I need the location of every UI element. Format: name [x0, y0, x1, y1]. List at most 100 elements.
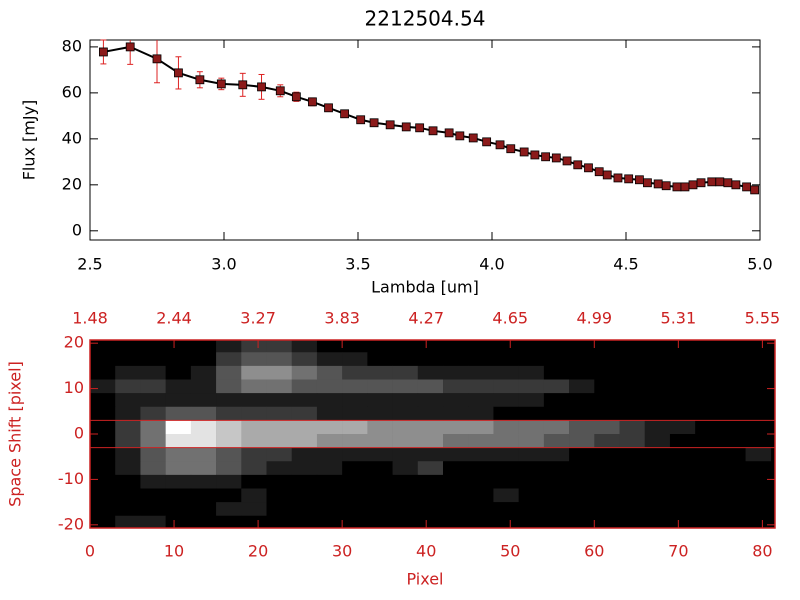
marker — [216, 79, 226, 89]
image-cell — [543, 420, 570, 435]
image-cell — [392, 488, 419, 503]
image-cell — [417, 393, 444, 408]
image-cell — [241, 379, 267, 394]
image-cell — [266, 461, 293, 476]
image-cell — [216, 379, 242, 394]
image-cell — [342, 474, 368, 489]
marker — [428, 126, 438, 136]
image-cell — [417, 474, 444, 489]
image-cell — [493, 461, 519, 476]
image-cell — [90, 352, 116, 367]
marker — [291, 92, 301, 102]
image-cell — [644, 434, 671, 448]
marker — [530, 150, 540, 160]
image-cell — [619, 406, 646, 421]
image-cell — [443, 406, 469, 421]
image-cell — [165, 352, 192, 367]
image-cell — [216, 420, 242, 435]
image-cell — [518, 502, 545, 517]
image-cell — [518, 420, 545, 435]
image-cell — [165, 474, 192, 489]
image-cell — [291, 461, 318, 476]
image-cell — [493, 434, 519, 448]
image-cell — [518, 393, 545, 408]
marker — [635, 175, 644, 185]
image-cell — [669, 379, 696, 394]
image-cell — [443, 365, 469, 380]
image-cell — [695, 502, 721, 517]
image-cell — [443, 393, 469, 408]
marker — [594, 167, 604, 177]
image-cell — [644, 393, 671, 408]
marker — [324, 103, 333, 113]
x2-tick-label: 2.44 — [156, 309, 192, 328]
image-cell — [316, 434, 343, 448]
image-cell — [241, 461, 267, 476]
image-cell — [720, 420, 746, 435]
image-cell — [165, 393, 192, 408]
image-cell — [190, 420, 217, 435]
y-tick-label: -20 — [58, 514, 84, 533]
marker — [551, 153, 561, 163]
image-cell — [115, 365, 141, 380]
marker — [696, 178, 706, 188]
image-cell — [594, 365, 620, 380]
image-cell — [342, 434, 368, 448]
image-cell — [695, 365, 721, 380]
image-cell — [291, 434, 318, 448]
image-cell — [266, 393, 293, 408]
image-cell — [543, 352, 570, 367]
image-cell — [367, 434, 393, 448]
image-cell — [644, 352, 671, 367]
image-cell — [367, 393, 393, 408]
image-cell — [695, 340, 721, 353]
marker — [99, 47, 108, 57]
image-cell — [115, 447, 141, 462]
image-cell — [569, 474, 595, 489]
image-cell — [392, 447, 419, 462]
image-cell — [266, 340, 293, 353]
image-cell — [569, 515, 595, 528]
image-cell — [619, 393, 646, 408]
image-cell — [569, 447, 595, 462]
image-cell — [392, 515, 419, 528]
image-cell — [468, 488, 494, 503]
image-cell — [140, 474, 166, 489]
image-cell — [291, 379, 318, 394]
image-cell — [90, 461, 116, 476]
image-cell — [543, 447, 570, 462]
image-cell — [695, 461, 721, 476]
image-cell — [266, 406, 293, 421]
image-cell — [644, 488, 671, 503]
image-cell — [644, 420, 671, 435]
image-cell — [619, 340, 646, 353]
image-cell — [291, 365, 318, 380]
image-cell — [190, 447, 217, 462]
image-cell — [543, 406, 570, 421]
x-tick-label: 70 — [668, 542, 688, 561]
marker — [195, 75, 205, 85]
marker — [750, 185, 760, 195]
image-cell — [165, 515, 192, 528]
image-cell — [90, 379, 116, 394]
image-cell — [493, 379, 519, 394]
marker — [468, 133, 478, 143]
image-cell — [720, 502, 746, 517]
image-cell — [241, 420, 267, 435]
image-cell — [417, 340, 444, 353]
image-cell — [190, 461, 217, 476]
image-cell — [291, 406, 318, 421]
image-cell — [543, 515, 570, 528]
marker — [723, 178, 733, 188]
marker — [401, 122, 411, 132]
image-cell — [90, 474, 116, 489]
image-cell — [342, 352, 368, 367]
image-cell — [216, 461, 242, 476]
image-labels: Pixel Space Shift [pixel] — [6, 361, 444, 588]
image-cell — [367, 488, 393, 503]
image-cell — [569, 406, 595, 421]
image-cell — [216, 365, 242, 380]
image-cell — [468, 461, 494, 476]
image-cell — [115, 406, 141, 421]
image-cell — [266, 352, 293, 367]
